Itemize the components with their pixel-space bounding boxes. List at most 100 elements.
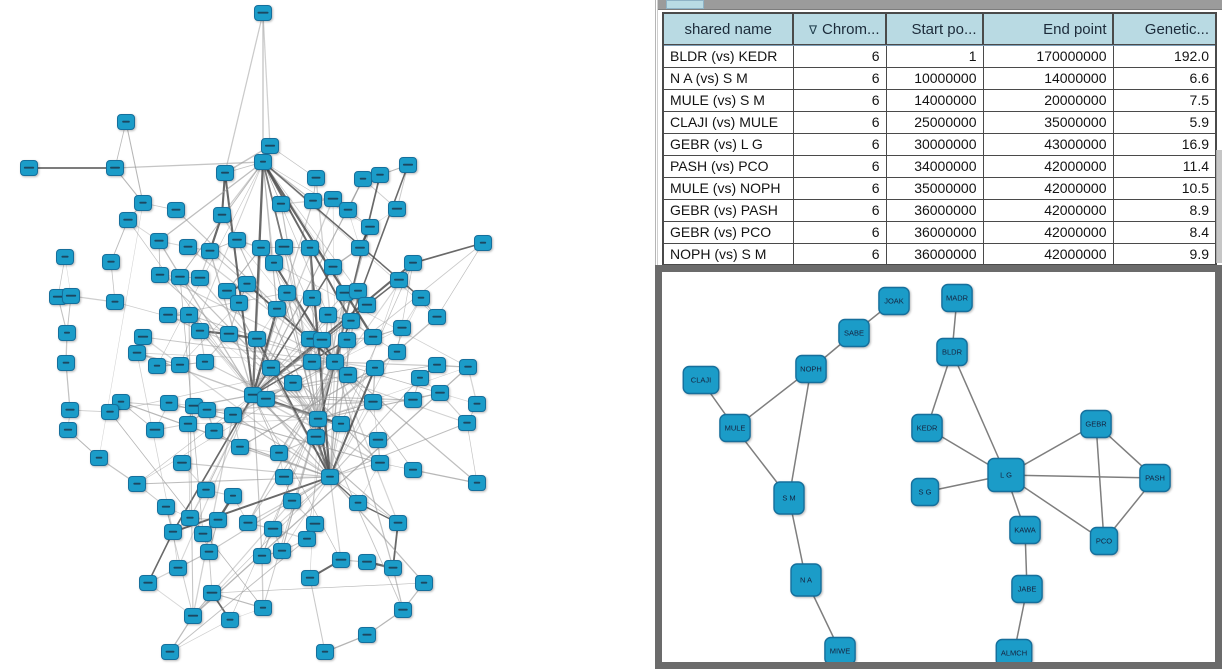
network-node[interactable] bbox=[201, 243, 219, 259]
network-node[interactable] bbox=[265, 255, 283, 271]
column-header[interactable]: shared name bbox=[662, 12, 794, 46]
network-node[interactable] bbox=[358, 554, 376, 570]
network-node[interactable] bbox=[283, 493, 301, 509]
network-node[interactable] bbox=[339, 367, 357, 383]
table-row[interactable]: CLAJI (vs) MULE 6 25000000 35000000 5.9 bbox=[662, 110, 1217, 134]
table-row[interactable]: BLDR (vs) KEDR 6 1 170000000 192.0 bbox=[662, 44, 1217, 68]
network-node[interactable] bbox=[332, 552, 350, 568]
network-node[interactable] bbox=[160, 395, 178, 411]
network-node[interactable] bbox=[230, 295, 248, 311]
network-edge[interactable] bbox=[1095, 423, 1105, 542]
network-node[interactable] bbox=[349, 283, 367, 299]
network-node[interactable]: CLAJI bbox=[682, 365, 720, 395]
network-node[interactable] bbox=[411, 370, 429, 386]
network-node[interactable] bbox=[58, 325, 76, 341]
network-node[interactable] bbox=[298, 531, 316, 547]
network-node[interactable] bbox=[371, 167, 389, 183]
network-node[interactable] bbox=[284, 375, 302, 391]
network-node[interactable] bbox=[275, 239, 293, 255]
network-node[interactable] bbox=[351, 240, 369, 256]
network-node[interactable] bbox=[390, 272, 408, 288]
network-node[interactable] bbox=[59, 422, 77, 438]
filter-icon[interactable]: ∇ bbox=[808, 22, 817, 37]
network-node[interactable] bbox=[264, 521, 282, 537]
network-node[interactable] bbox=[173, 455, 191, 471]
network-node[interactable] bbox=[364, 329, 382, 345]
network-node[interactable] bbox=[338, 332, 356, 348]
network-node[interactable] bbox=[393, 320, 411, 336]
network-node[interactable] bbox=[306, 516, 324, 532]
network-node[interactable] bbox=[106, 160, 124, 176]
network-node[interactable] bbox=[262, 360, 280, 376]
network-node[interactable] bbox=[196, 354, 214, 370]
network-node[interactable] bbox=[252, 240, 270, 256]
network-node[interactable] bbox=[349, 495, 367, 511]
network-node[interactable] bbox=[304, 193, 322, 209]
network-node[interactable] bbox=[179, 239, 197, 255]
network-node[interactable] bbox=[146, 422, 164, 438]
network-node[interactable] bbox=[303, 354, 321, 370]
network-node[interactable] bbox=[197, 482, 215, 498]
network-node[interactable] bbox=[167, 202, 185, 218]
network-node[interactable] bbox=[412, 290, 430, 306]
network-node[interactable] bbox=[90, 450, 108, 466]
network-node[interactable] bbox=[161, 644, 179, 660]
network-node[interactable] bbox=[428, 309, 446, 325]
network-node[interactable] bbox=[134, 195, 152, 211]
network-node[interactable] bbox=[221, 612, 239, 628]
network-node[interactable] bbox=[474, 235, 492, 251]
network-node[interactable] bbox=[128, 476, 146, 492]
network-node[interactable] bbox=[321, 469, 339, 485]
network-node[interactable] bbox=[220, 326, 238, 342]
network-node[interactable] bbox=[358, 297, 376, 313]
network-node[interactable] bbox=[324, 259, 342, 275]
network-node[interactable]: GEBR bbox=[1080, 409, 1112, 439]
table-row[interactable]: GEBR (vs) L G 6 30000000 43000000 16.9 bbox=[662, 132, 1217, 156]
network-node[interactable] bbox=[404, 255, 422, 271]
network-node[interactable] bbox=[361, 219, 379, 235]
column-header[interactable]: Genetic... bbox=[1112, 12, 1217, 46]
network-node[interactable] bbox=[180, 307, 198, 323]
table-scrollbar[interactable] bbox=[1216, 150, 1222, 263]
network-node[interactable] bbox=[404, 462, 422, 478]
network-node[interactable] bbox=[209, 512, 227, 528]
subnetwork-view[interactable]: JOAK MADR SABE BLDR NOPH CLAJI MULE KEDR GEBR L G… bbox=[662, 272, 1215, 668]
table-row[interactable]: N A (vs) S M 6 10000000 14000000 6.6 bbox=[662, 66, 1217, 90]
network-node[interactable] bbox=[231, 439, 249, 455]
network-node[interactable]: MULE bbox=[719, 413, 751, 443]
network-node[interactable] bbox=[57, 355, 75, 371]
network-node[interactable] bbox=[388, 201, 406, 217]
network-node[interactable] bbox=[459, 359, 477, 375]
network-node[interactable] bbox=[389, 515, 407, 531]
network-node[interactable] bbox=[257, 391, 275, 407]
network-node[interactable] bbox=[213, 207, 231, 223]
network-node[interactable] bbox=[261, 138, 279, 154]
network-node[interactable]: L G bbox=[987, 457, 1025, 493]
network-node[interactable] bbox=[254, 5, 272, 21]
network-node[interactable] bbox=[56, 249, 74, 265]
network-node[interactable] bbox=[268, 301, 286, 317]
network-node[interactable]: KAWA bbox=[1009, 515, 1041, 545]
network-node[interactable] bbox=[248, 331, 266, 347]
network-node[interactable] bbox=[278, 285, 296, 301]
network-node[interactable] bbox=[238, 276, 256, 292]
main-network-view[interactable] bbox=[0, 0, 655, 669]
network-node[interactable]: MADR bbox=[941, 283, 973, 313]
network-node[interactable] bbox=[326, 354, 344, 370]
network-node[interactable]: BLDR bbox=[936, 337, 968, 367]
network-node[interactable] bbox=[239, 515, 257, 531]
network-node[interactable]: JOAK bbox=[878, 286, 910, 316]
network-node[interactable] bbox=[273, 543, 291, 559]
network-node[interactable] bbox=[354, 171, 372, 187]
network-node[interactable] bbox=[150, 233, 168, 249]
network-node[interactable] bbox=[307, 429, 325, 445]
network-node[interactable] bbox=[224, 407, 242, 423]
network-node[interactable]: MIWE bbox=[824, 636, 856, 666]
network-node[interactable] bbox=[203, 585, 221, 601]
network-node[interactable] bbox=[151, 267, 169, 283]
network-node[interactable] bbox=[307, 170, 325, 186]
network-node[interactable]: S M bbox=[773, 481, 805, 515]
network-node[interactable] bbox=[171, 269, 189, 285]
network-node[interactable] bbox=[319, 307, 337, 323]
network-node[interactable] bbox=[388, 344, 406, 360]
